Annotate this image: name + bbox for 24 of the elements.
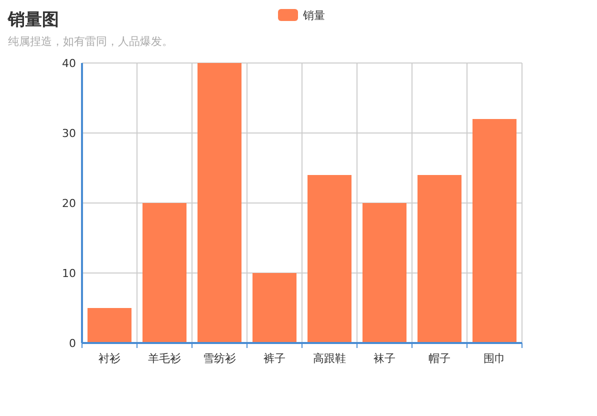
x-tick-label: 围巾 <box>484 352 506 365</box>
bar <box>88 308 132 343</box>
chart-title: 销量图 <box>7 10 59 30</box>
chart-subtitle: 纯属捏造，如有雷同，人品爆发。 <box>8 35 173 48</box>
x-tick-label: 高跟鞋 <box>313 352 346 365</box>
x-tick-label: 衬衫 <box>98 352 120 365</box>
x-tick-label: 帽子 <box>428 352 450 365</box>
y-tick-label: 0 <box>69 337 76 350</box>
x-tick-label: 雪纺衫 <box>203 352 236 365</box>
x-tick-label: 袜子 <box>374 352 396 365</box>
bar <box>472 119 516 343</box>
bar <box>362 203 406 343</box>
y-tick-label: 40 <box>62 57 76 70</box>
y-tick-label: 10 <box>62 267 76 280</box>
legend-label: 销量 <box>302 9 325 22</box>
y-tick-label: 20 <box>62 197 76 210</box>
bar <box>198 63 242 343</box>
bar <box>142 203 186 343</box>
bar <box>308 175 352 343</box>
x-tick-label: 羊毛衫 <box>148 352 181 365</box>
y-tick-label: 30 <box>62 127 76 140</box>
x-tick-label: 裤子 <box>264 352 286 365</box>
bar <box>252 273 296 343</box>
bar <box>418 175 462 343</box>
